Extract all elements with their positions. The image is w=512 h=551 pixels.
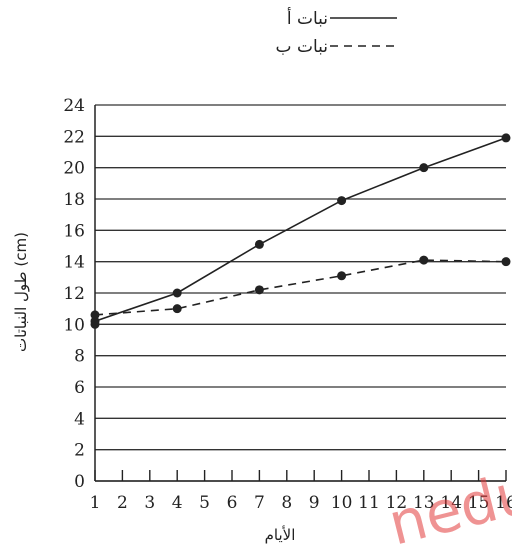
x-tick-label-2: 2 (117, 493, 128, 513)
y-tick-label-10: 10 (63, 315, 85, 335)
series-1-point-3 (254, 239, 264, 249)
y-tick-label-6: 6 (74, 378, 85, 398)
legend-label-1: نبات أ (287, 7, 328, 29)
series-2-point-5 (419, 255, 429, 265)
x-tick-label-1: 1 (90, 493, 101, 513)
x-tick-label-11: 11 (358, 493, 380, 513)
series-2-point-6 (501, 257, 511, 267)
extra-point-1 (90, 319, 100, 329)
y-tick-label-16: 16 (63, 221, 85, 241)
y-tick-label-2: 2 (74, 441, 85, 461)
series-2-point-3 (254, 285, 264, 295)
series-1-point-6 (501, 133, 511, 143)
series-1-point-2 (172, 288, 182, 298)
series-2-point-2 (172, 304, 182, 314)
x-tick-label-10: 10 (331, 493, 353, 513)
x-tick-label-12: 12 (386, 493, 408, 513)
y-tick-label-0: 0 (74, 472, 85, 492)
series-line-1 (94, 137, 507, 322)
x-axis-label: الأيام (265, 525, 296, 544)
series-2-point-4 (337, 271, 347, 281)
series-1-point-4 (337, 196, 347, 206)
y-tick-label-22: 22 (63, 127, 85, 147)
x-tick-label-8: 8 (281, 493, 292, 513)
x-tick-label-13: 13 (413, 493, 435, 513)
x-tick-label-9: 9 (309, 493, 320, 513)
y-tick-label-14: 14 (63, 253, 85, 273)
y-tick-label-20: 20 (63, 159, 85, 179)
watermark: nedu (382, 457, 512, 551)
x-tick-label-7: 7 (254, 493, 265, 513)
legend: نبات أ نبات ب (276, 7, 397, 57)
legend-label-2: نبات ب (276, 37, 328, 57)
x-tick-label-16: 16 (495, 493, 512, 513)
y-tick-label-24: 24 (63, 96, 85, 116)
series-2-point-1 (90, 310, 100, 320)
y-tick-label-4: 4 (74, 409, 85, 429)
x-tick-label-3: 3 (144, 493, 155, 513)
y-axis-label: طول النباتات (cm) (12, 232, 30, 352)
series-line-2 (94, 259, 507, 316)
y-tick-label-12: 12 (63, 284, 85, 304)
series-layer (90, 133, 511, 329)
x-tick-label-5: 5 (199, 493, 210, 513)
axes (94, 105, 507, 482)
x-tick-label-6: 6 (227, 493, 238, 513)
x-tick-labels: 1 2 3 4 5 6 7 8 9 10 11 12 13 14 15 16 (90, 493, 512, 513)
grid-lines (95, 104, 506, 482)
x-tick-label-15: 15 (468, 493, 490, 513)
y-tick-label-8: 8 (74, 347, 85, 367)
x-tick-label-14: 14 (440, 493, 462, 513)
series-1-point-5 (419, 163, 429, 173)
y-tick-label-18: 18 (63, 190, 85, 210)
x-tick-label-4: 4 (172, 493, 183, 513)
